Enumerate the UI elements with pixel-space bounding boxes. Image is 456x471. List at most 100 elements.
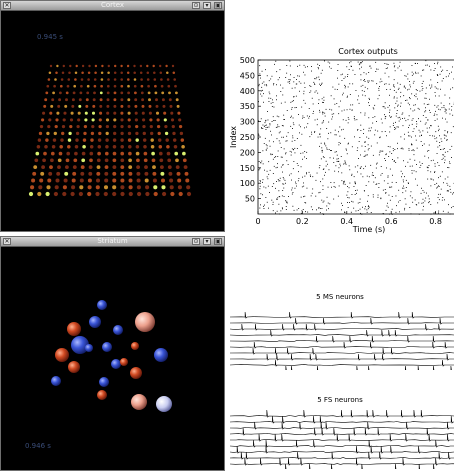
spike-point — [453, 78, 454, 80]
cortex-neuron — [165, 138, 169, 142]
spike-point — [292, 128, 293, 129]
spike-point — [367, 149, 369, 151]
cortex-neuron — [120, 138, 124, 142]
spike-point — [414, 199, 416, 201]
spike-point — [416, 147, 418, 149]
spike-point — [296, 163, 298, 164]
zoom-button[interactable]: ⊙ — [192, 238, 200, 245]
spike-point — [420, 75, 422, 77]
spike-point — [426, 104, 428, 105]
spike-point — [344, 160, 346, 162]
cortex-neuron — [134, 104, 138, 108]
spike-point — [323, 168, 325, 170]
spike-point — [313, 81, 315, 83]
spike-point — [298, 178, 300, 179]
spike-point — [401, 147, 403, 149]
striatum-window[interactable]: ✕ Striatum ⊙ ▾ ▣ 0.946 s — [0, 236, 225, 471]
spike-point — [357, 171, 358, 173]
spike-point — [394, 86, 395, 88]
spike-point — [285, 209, 287, 210]
spike-point — [427, 150, 428, 152]
spike-point — [263, 93, 264, 95]
spike-point — [320, 142, 322, 144]
spike-point — [337, 77, 338, 79]
spike-point — [324, 143, 326, 145]
spike-point — [418, 129, 420, 131]
cortex-neuron — [170, 118, 175, 122]
spike-point — [372, 172, 374, 174]
spike-point — [437, 74, 438, 76]
x-tick-label: 0.8 — [429, 217, 442, 226]
spike-point — [363, 190, 365, 192]
spike-point — [319, 65, 320, 66]
spike-point — [397, 67, 399, 69]
cortex-titlebar[interactable]: ✕ Cortex ⊙ ▾ ▣ — [1, 1, 224, 11]
spike-point — [344, 211, 345, 213]
spike-point — [362, 94, 364, 96]
minimize-button[interactable]: ▾ — [203, 238, 211, 245]
cortex-neuron — [120, 185, 125, 190]
spike-point — [379, 86, 380, 87]
spike-point — [387, 202, 388, 204]
spike-point — [415, 135, 416, 137]
spike-point — [378, 94, 380, 96]
spike-point — [262, 163, 264, 165]
close-button[interactable]: ✕ — [3, 238, 11, 245]
spike-point — [272, 116, 274, 118]
spike-point — [447, 132, 448, 134]
spike-point — [320, 72, 322, 74]
spike-point — [318, 192, 320, 194]
spike-point — [283, 148, 285, 150]
x-tick-label: 0 — [255, 217, 260, 226]
spike-point — [421, 89, 423, 91]
spike-point — [441, 80, 443, 82]
spike-point — [381, 122, 383, 124]
spike-point — [416, 90, 418, 91]
minimize-button[interactable]: ▾ — [203, 2, 211, 9]
cortex-window[interactable]: ✕ Cortex ⊙ ▾ ▣ 0.945 s — [0, 0, 225, 232]
spike-point — [290, 125, 292, 127]
spike-point — [404, 117, 406, 119]
spike-point — [361, 66, 362, 68]
spike-point — [349, 169, 351, 171]
cortex-neuron — [120, 124, 124, 129]
cortex-neuron — [43, 104, 47, 108]
cortex-neuron — [150, 131, 154, 136]
maximize-button[interactable]: ▣ — [214, 238, 222, 245]
spike-point — [440, 88, 441, 90]
maximize-button[interactable]: ▣ — [214, 2, 222, 9]
cortex-neuron — [98, 118, 102, 122]
zoom-button[interactable]: ⊙ — [192, 2, 200, 9]
cortex-neuron — [112, 138, 117, 142]
close-button[interactable]: ✕ — [3, 2, 11, 9]
spike-point — [411, 123, 413, 125]
cortex-neuron — [176, 104, 180, 108]
spike-point — [414, 104, 416, 106]
cortex-neuron — [173, 78, 176, 81]
spike-point — [300, 196, 302, 198]
spike-point — [322, 111, 324, 113]
cortex-neuron — [94, 64, 98, 68]
striatum-titlebar[interactable]: ✕ Striatum ⊙ ▾ ▣ — [1, 237, 224, 247]
spike-point — [442, 210, 444, 212]
spike-point — [381, 131, 383, 133]
spike-point — [272, 204, 274, 205]
spike-point — [323, 99, 325, 101]
cortex-neuron — [120, 118, 124, 122]
spike-point — [271, 106, 273, 107]
spike-point — [260, 193, 262, 195]
spike-point — [310, 176, 311, 177]
spike-point — [304, 127, 305, 129]
spike-point — [402, 118, 403, 119]
spike-point — [449, 97, 451, 99]
cortex-neuron — [113, 104, 117, 108]
spike-point — [393, 160, 395, 162]
spike-point — [389, 105, 390, 107]
spike-point — [278, 190, 280, 192]
spike-point — [266, 176, 268, 178]
cortex-neuron — [67, 138, 72, 142]
cortex-neuron — [170, 191, 175, 197]
spike-point — [290, 116, 292, 118]
cortex-neuron — [104, 171, 109, 176]
